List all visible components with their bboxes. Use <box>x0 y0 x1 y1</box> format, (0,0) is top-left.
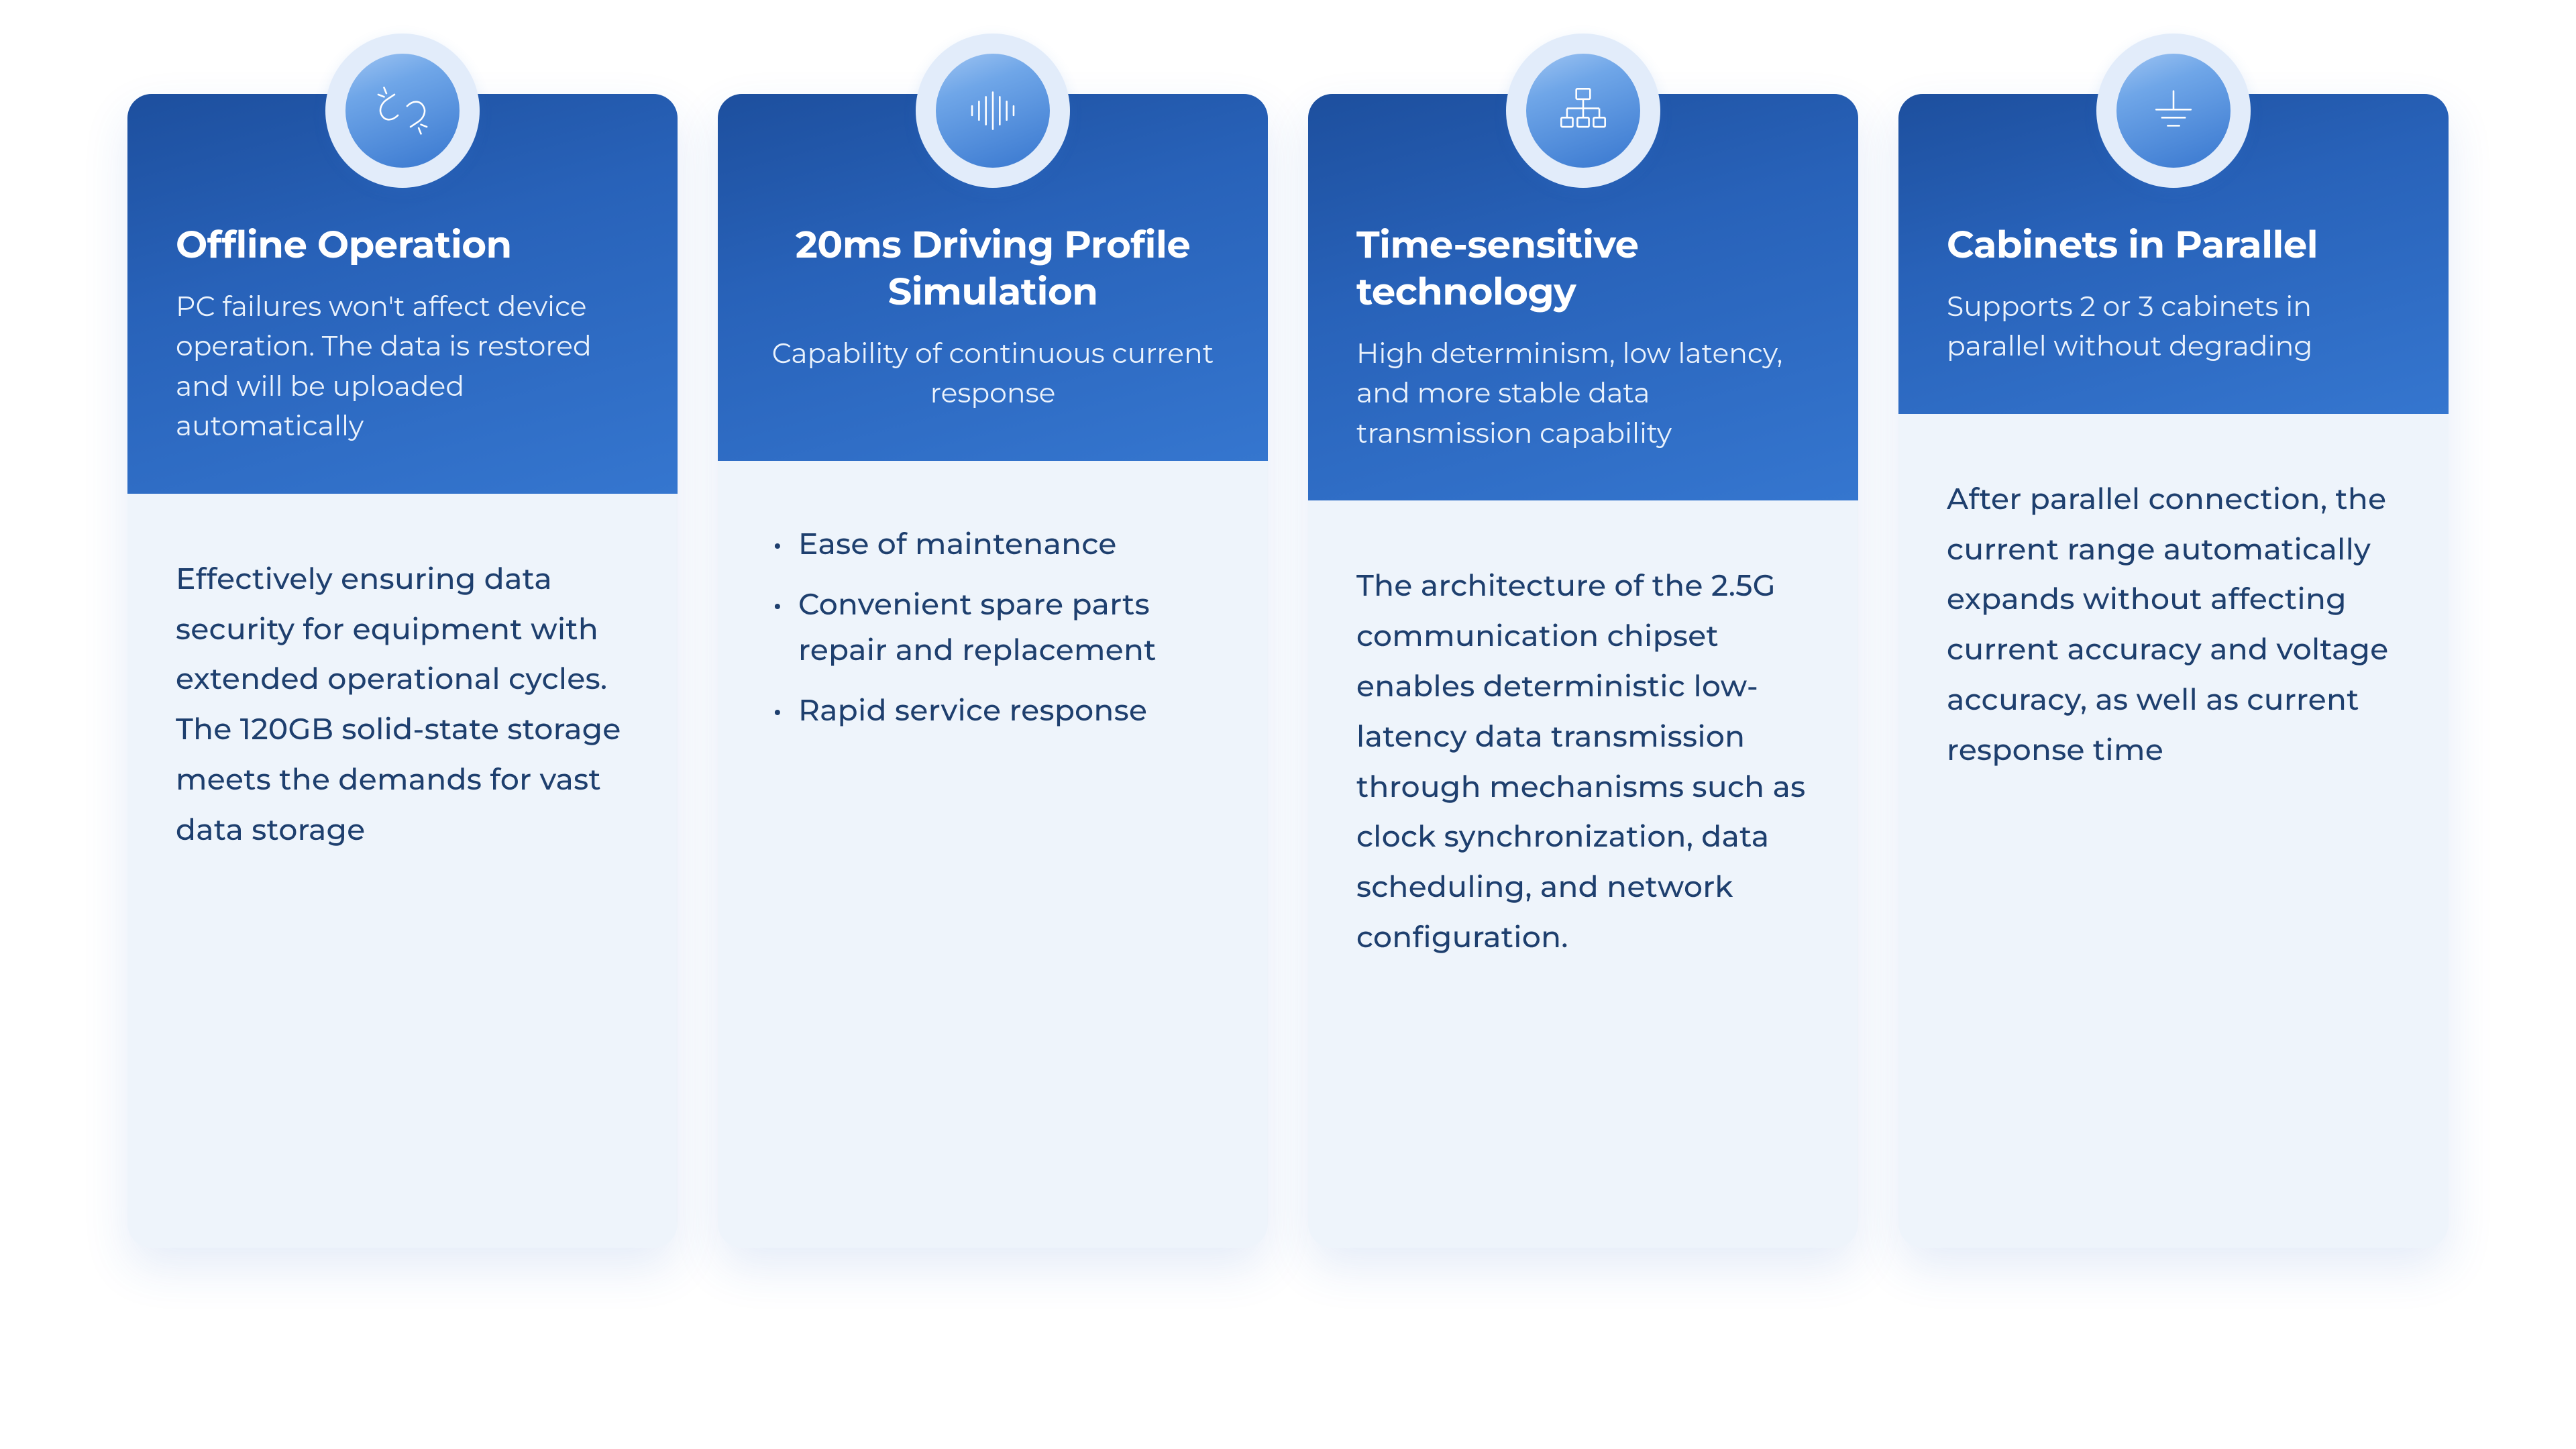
card-body-text: Effectively ensuring data security for e… <box>176 554 629 855</box>
network-tree-icon <box>1554 82 1612 140</box>
card-icon-badge-inner <box>936 54 1050 168</box>
card-title: Offline Operation <box>176 221 629 268</box>
list-item: Ease of maintenance <box>766 521 1220 567</box>
card-icon-badge <box>325 34 480 188</box>
card-body-text: After parallel connection, the current r… <box>1947 474 2400 775</box>
feature-card-driving-profile: 20ms Driving Profile Simulation Capabili… <box>718 94 1268 1248</box>
card-body: After parallel connection, the current r… <box>1898 414 2449 1248</box>
card-subtitle: Supports 2 or 3 cabinets in parallel wit… <box>1947 287 2400 367</box>
card-body: The architecture of the 2.5G communicati… <box>1308 500 1858 1248</box>
card-subtitle: High determinism, low latency, and more … <box>1356 334 1810 453</box>
card-title: Cabinets in Parallel <box>1947 221 2400 268</box>
list-item: Convenient spare parts repair and replac… <box>766 582 1220 673</box>
sound-wave-icon <box>964 82 1022 140</box>
card-title: 20ms Driving Profile Simulation <box>766 221 1220 315</box>
card-icon-badge <box>2096 34 2251 188</box>
feature-cards-row: Offline Operation PC failures won't affe… <box>121 94 2455 1248</box>
card-title: Time-sensitive technology <box>1356 221 1810 315</box>
feature-card-parallel-cabinets: Cabinets in Parallel Supports 2 or 3 cab… <box>1898 94 2449 1248</box>
card-icon-badge-inner <box>2116 54 2231 168</box>
card-body: Effectively ensuring data security for e… <box>127 494 678 1248</box>
card-icon-badge <box>916 34 1070 188</box>
list-item: Rapid service response <box>766 688 1220 733</box>
card-icon-badge <box>1506 34 1660 188</box>
card-body-list: Ease of maintenance Convenient spare par… <box>766 521 1220 734</box>
card-body-text: The architecture of the 2.5G communicati… <box>1356 561 1810 962</box>
card-subtitle: PC failures won't affect device operatio… <box>176 287 629 447</box>
card-subtitle: Capability of continuous current respons… <box>766 334 1220 414</box>
feature-card-offline: Offline Operation PC failures won't affe… <box>127 94 678 1248</box>
card-icon-badge-inner <box>345 54 460 168</box>
feature-card-time-sensitive: Time-sensitive technology High determini… <box>1308 94 1858 1248</box>
ground-symbol-icon <box>2145 82 2202 140</box>
broken-link-icon <box>374 82 431 140</box>
card-body: Ease of maintenance Convenient spare par… <box>718 461 1268 1248</box>
card-icon-badge-inner <box>1526 54 1640 168</box>
